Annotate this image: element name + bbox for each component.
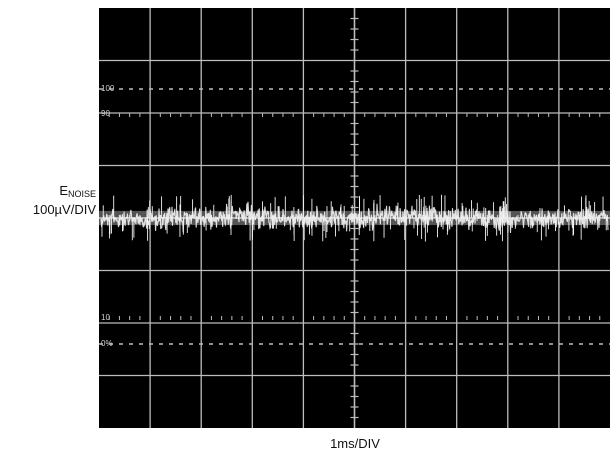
screen-markings: 100 90 10 0% (101, 84, 115, 348)
mark-90: 90 (101, 109, 110, 118)
noise-trace-line (100, 201, 609, 234)
noise-trace (99, 194, 610, 242)
graticule (99, 8, 610, 428)
mark-10: 10 (101, 313, 110, 322)
x-axis-label: 1ms/DIV (330, 436, 380, 451)
y-axis-label: ENOISE 100µV/DIV (33, 183, 96, 218)
y-label-main: E (59, 183, 68, 198)
mark-100: 100 (101, 84, 115, 93)
y-scale-label: 100µV/DIV (32, 202, 96, 217)
y-label-subscript: NOISE (67, 189, 96, 199)
mark-0pct: 0% (101, 339, 113, 348)
